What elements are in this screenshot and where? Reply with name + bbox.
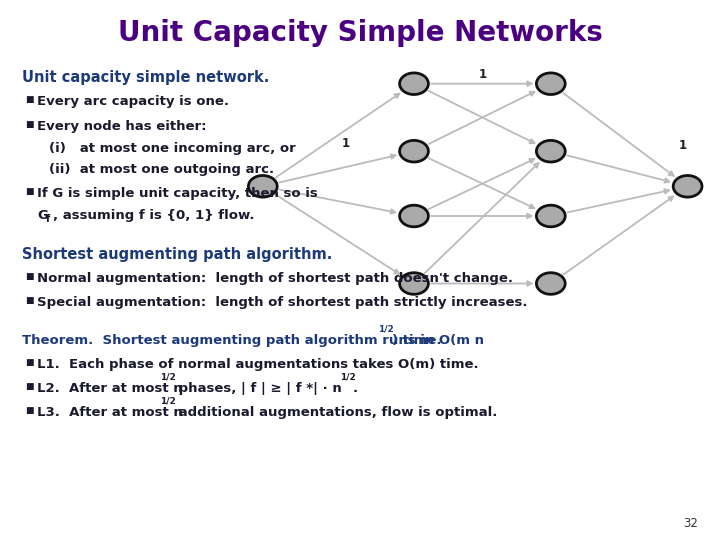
Text: ■: ■ xyxy=(25,382,34,391)
Text: phases, | f | ≥ | f *| · n: phases, | f | ≥ | f *| · n xyxy=(174,382,341,395)
Text: ) time.: ) time. xyxy=(392,334,441,347)
Text: , assuming f is {0, 1} flow.: , assuming f is {0, 1} flow. xyxy=(53,208,254,221)
Circle shape xyxy=(400,73,428,94)
Circle shape xyxy=(400,140,428,162)
Text: Every arc capacity is one.: Every arc capacity is one. xyxy=(37,95,230,108)
Circle shape xyxy=(400,273,428,294)
Text: ■: ■ xyxy=(25,120,34,129)
Circle shape xyxy=(536,205,565,227)
Circle shape xyxy=(536,140,565,162)
Text: Special augmentation:  length of shortest path strictly increases.: Special augmentation: length of shortest… xyxy=(37,296,528,309)
Text: L2.  After at most n: L2. After at most n xyxy=(37,382,183,395)
Text: ■: ■ xyxy=(25,296,34,305)
Circle shape xyxy=(400,205,428,227)
Text: 1/2: 1/2 xyxy=(340,373,356,381)
Text: 1/2: 1/2 xyxy=(161,396,176,405)
Text: Unit Capacity Simple Networks: Unit Capacity Simple Networks xyxy=(117,19,603,47)
Text: ■: ■ xyxy=(25,406,34,415)
Text: (i)   at most one incoming arc, or: (i) at most one incoming arc, or xyxy=(49,141,296,154)
Text: .: . xyxy=(353,382,358,395)
Text: Normal augmentation:  length of shortest path doesn't change.: Normal augmentation: length of shortest … xyxy=(37,272,513,285)
Text: f: f xyxy=(46,214,50,224)
Text: additional augmentations, flow is optimal.: additional augmentations, flow is optima… xyxy=(174,406,497,419)
Text: L1.  Each phase of normal augmentations takes O(m) time.: L1. Each phase of normal augmentations t… xyxy=(37,358,479,371)
Text: 32: 32 xyxy=(683,517,698,530)
Text: ■: ■ xyxy=(25,95,34,104)
Text: 1: 1 xyxy=(678,139,687,152)
Text: Theorem.  Shortest augmenting path algorithm runs in O(m n: Theorem. Shortest augmenting path algori… xyxy=(22,334,484,347)
Circle shape xyxy=(248,176,277,197)
Text: If G is simple unit capacity, then so is: If G is simple unit capacity, then so is xyxy=(37,187,318,200)
Text: ■: ■ xyxy=(25,272,34,281)
Text: (ii)  at most one outgoing arc.: (ii) at most one outgoing arc. xyxy=(49,163,274,176)
Text: Every node has either:: Every node has either: xyxy=(37,120,207,133)
Text: 1/2: 1/2 xyxy=(161,373,176,381)
Circle shape xyxy=(536,273,565,294)
Text: 1/2: 1/2 xyxy=(378,325,394,334)
Text: 1: 1 xyxy=(478,68,487,81)
Text: ■: ■ xyxy=(25,358,34,367)
Text: ■: ■ xyxy=(25,187,34,196)
Text: G: G xyxy=(37,208,48,221)
Circle shape xyxy=(536,73,565,94)
Text: 1: 1 xyxy=(341,137,350,150)
Text: Shortest augmenting path algorithm.: Shortest augmenting path algorithm. xyxy=(22,247,332,262)
Circle shape xyxy=(673,176,702,197)
Text: Unit capacity simple network.: Unit capacity simple network. xyxy=(22,70,269,85)
Text: L3.  After at most n: L3. After at most n xyxy=(37,406,183,419)
